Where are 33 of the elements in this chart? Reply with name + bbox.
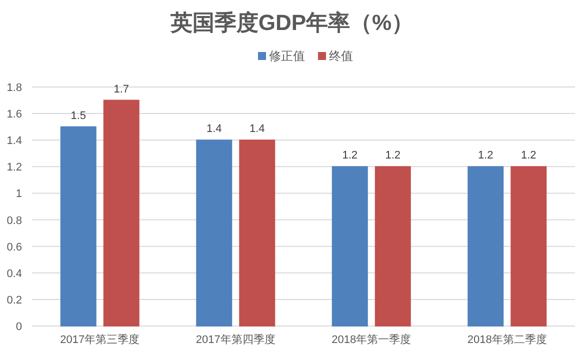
x-tick-label: 2018年第一季度 xyxy=(332,333,412,346)
bar xyxy=(468,166,504,326)
data-label: 1.2 xyxy=(342,150,358,162)
y-tick-label: 0.2 xyxy=(6,294,22,306)
x-tick-label: 2018年第二季度 xyxy=(467,333,547,346)
bar xyxy=(60,126,96,326)
chart-title: 英国季度GDP年率（%） xyxy=(169,10,414,35)
x-tick-label: 2017年第四季度 xyxy=(196,333,276,346)
data-label: 1.2 xyxy=(520,150,536,162)
x-tick-label: 2017年第三季度 xyxy=(60,333,140,346)
y-tick-label: 1.6 xyxy=(6,108,22,121)
data-label: 1.7 xyxy=(114,83,130,96)
y-tick-label: 0.8 xyxy=(6,214,22,227)
y-tick-label: 0.6 xyxy=(6,241,22,254)
legend-label: 终值 xyxy=(329,49,353,63)
y-tick-label: 1.2 xyxy=(6,162,22,174)
data-label: 1.4 xyxy=(206,123,222,136)
data-label: 1.5 xyxy=(70,110,86,122)
data-label: 1.2 xyxy=(478,150,494,162)
bar xyxy=(239,140,276,326)
bar xyxy=(510,166,547,326)
data-label: 1.2 xyxy=(385,150,401,162)
data-label: 1.4 xyxy=(249,123,265,136)
y-tick-label: 0 xyxy=(16,321,22,333)
bar xyxy=(103,100,140,326)
y-tick-label: 0.4 xyxy=(6,268,22,280)
legend-label: 修正值 xyxy=(269,49,305,63)
y-tick-label: 1 xyxy=(16,188,22,200)
bar xyxy=(196,140,232,326)
bar xyxy=(332,166,368,326)
y-tick-label: 1.8 xyxy=(6,82,22,94)
y-tick-label: 1.4 xyxy=(6,135,22,148)
bar xyxy=(374,166,411,326)
